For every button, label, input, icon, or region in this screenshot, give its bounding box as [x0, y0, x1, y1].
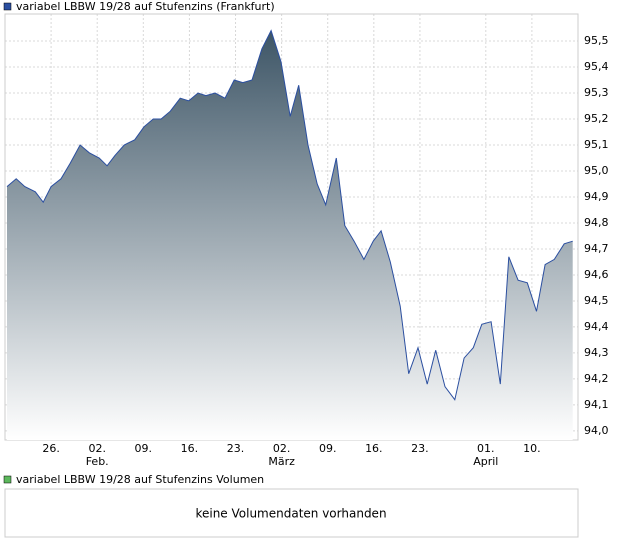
- month-label: Feb.: [86, 455, 109, 468]
- x-tick-label: 02.: [88, 442, 106, 455]
- y-tick-label: 95,3: [584, 86, 609, 99]
- x-tick-label: 16.: [365, 442, 383, 455]
- y-tick-label: 94,8: [584, 216, 609, 229]
- y-tick-label: 95,0: [584, 164, 609, 177]
- y-tick-label: 95,5: [584, 34, 609, 47]
- month-label: April: [473, 455, 498, 468]
- y-tick-label: 94,1: [584, 398, 609, 411]
- legend-swatch: [3, 2, 12, 11]
- y-tick-label: 94,6: [584, 268, 609, 281]
- x-tick-label: 23.: [411, 442, 429, 455]
- y-tick-label: 95,2: [584, 112, 609, 125]
- y-tick-label: 94,4: [584, 320, 609, 333]
- y-tick-label: 94,3: [584, 346, 609, 359]
- y-tick-label: 94,5: [584, 294, 609, 307]
- month-label: März: [268, 455, 295, 468]
- x-tick-label: 10.: [523, 442, 541, 455]
- area: [7, 30, 573, 440]
- y-tick-label: 95,4: [584, 60, 609, 73]
- x-tick-label: 01.: [477, 442, 495, 455]
- x-tick-label: 09.: [135, 442, 153, 455]
- x-tick-label: 26.: [42, 442, 60, 455]
- legend-label: variabel LBBW 19/28 auf Stufenzins Volum…: [16, 473, 264, 486]
- volume-frame: [4, 488, 579, 538]
- line: [6, 29, 573, 401]
- x-tick-label: 23.: [227, 442, 245, 455]
- volume-message: keine Volumendaten vorhanden: [195, 507, 386, 521]
- y-tick-label: 94,9: [584, 190, 609, 203]
- y-tick-label: 94,2: [584, 372, 609, 385]
- legend-label: variabel LBBW 19/28 auf Stufenzins (Fran…: [16, 0, 275, 13]
- legend-swatch: [3, 475, 12, 484]
- y-tick-label: 94,0: [584, 424, 609, 437]
- x-tick-label: 16.: [181, 442, 199, 455]
- x-tick-label: 09.: [319, 442, 337, 455]
- x-tick-label: 02.: [273, 442, 291, 455]
- y-tick-label: 95,1: [584, 138, 609, 151]
- y-tick-label: 94,7: [584, 242, 609, 255]
